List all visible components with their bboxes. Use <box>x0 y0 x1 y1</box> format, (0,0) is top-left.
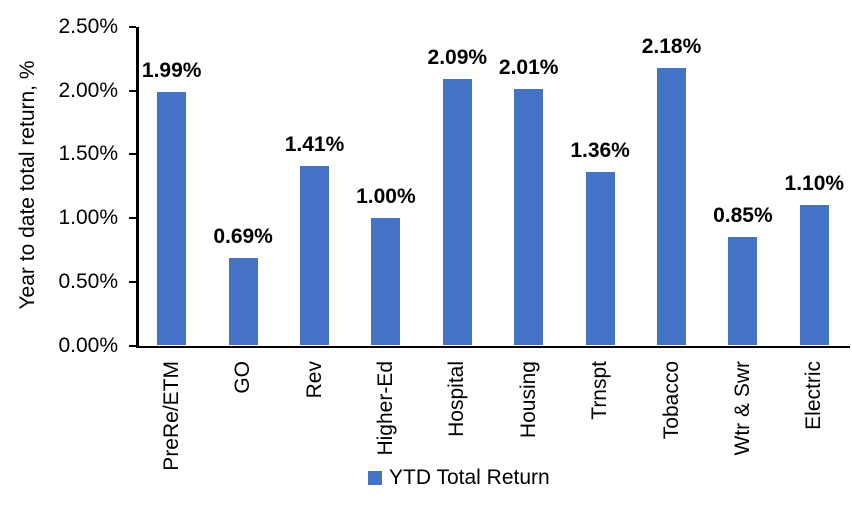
y-tick-label: 1.00% <box>58 206 118 230</box>
y-tick-mark <box>129 280 136 283</box>
y-tick-label: 2.50% <box>58 15 118 38</box>
y-tick-mark <box>129 153 136 156</box>
y-axis-line <box>136 27 139 348</box>
plot-area: 0.00% 0.50% 1.00% 1.50% 2.00% 2.50% 1.99% PreRe… <box>58 15 850 470</box>
y-tick-mark <box>129 344 136 347</box>
bar-rev <box>300 165 329 346</box>
legend-swatch-blue-square-icon <box>368 471 382 485</box>
value-label: 0.85% <box>713 204 773 228</box>
bar-trnspt <box>585 172 615 346</box>
category-label-text: Electric <box>802 360 826 430</box>
bar-tobacco <box>657 67 686 346</box>
value-label: 1.41% <box>284 132 345 156</box>
y-tick-label: 1.50% <box>58 142 118 166</box>
value-label: 2.01% <box>498 56 559 80</box>
y-tick-mark <box>129 26 136 28</box>
category-label-text: Rev <box>302 360 326 398</box>
bar-electric <box>799 205 829 346</box>
value-label: 1.10% <box>784 172 845 196</box>
category-label-text: Tobacco <box>659 360 683 439</box>
category-label-text: PreRe/ETM <box>159 360 183 471</box>
bar-go <box>228 257 258 346</box>
legend: YTD Total Return <box>368 466 550 490</box>
category-label-text: Higher-Ed <box>373 360 397 456</box>
y-tick-mark <box>129 89 136 92</box>
value-label: 1.00% <box>356 185 416 209</box>
y-tick-label: 2.00% <box>58 78 118 102</box>
bar-wtr-swr <box>728 237 758 346</box>
y-tick-label: 0.50% <box>58 269 118 293</box>
bar-higher-ed <box>371 218 401 346</box>
category-label-text: Trnspt <box>588 360 612 420</box>
value-label: 2.09% <box>427 46 488 70</box>
category-label-text: Wtr & Swr <box>730 360 754 456</box>
bar-hospital <box>442 79 472 346</box>
legend-label: YTD Total Return <box>389 466 550 489</box>
y-tick-mark <box>129 217 136 220</box>
x-axis-line <box>136 345 850 348</box>
value-label: 0.69% <box>213 224 273 248</box>
value-label: 2.18% <box>641 34 702 58</box>
category-label-text: Hospital <box>445 360 469 437</box>
value-label: 1.99% <box>141 58 202 82</box>
value-label: 1.36% <box>570 139 630 163</box>
category-label-text: Housing <box>516 360 540 438</box>
bar-prere-etm <box>157 91 187 346</box>
y-tick-label: 0.00% <box>58 333 118 357</box>
bar-housing <box>514 89 544 346</box>
category-label-text: GO <box>231 360 255 394</box>
